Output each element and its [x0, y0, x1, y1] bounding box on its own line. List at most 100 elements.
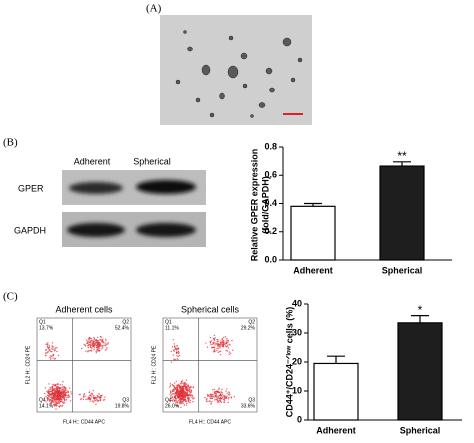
event-dot: [95, 403, 97, 406]
event-dot: [49, 398, 52, 401]
blot-row: GPER: [18, 183, 44, 193]
event-dot: [187, 386, 190, 388]
event-dot: [52, 346, 55, 348]
event-dot: [51, 387, 54, 389]
event-dot: [55, 408, 57, 410]
event-dot: [67, 394, 70, 397]
event-dot: [182, 385, 185, 387]
quadrant-percent: 26.0%: [165, 403, 180, 409]
event-dot: [48, 400, 51, 402]
event-dot: [174, 392, 177, 394]
event-dot: [98, 350, 100, 352]
quadrant-name: Q1: [39, 319, 46, 325]
event-dot: [185, 392, 188, 394]
event-dot: [97, 336, 99, 339]
event-dot: [175, 387, 177, 389]
event-dot: [54, 392, 57, 394]
event-dot: [227, 344, 229, 347]
event-dot: [218, 350, 220, 353]
event-dot: [93, 396, 95, 398]
event-dot: [183, 384, 185, 386]
event-dot: [90, 392, 92, 395]
event-dot: [56, 350, 58, 353]
event-dot: [172, 389, 174, 392]
event-dot: [216, 395, 218, 397]
event-dot: [46, 345, 49, 348]
event-dot: [84, 395, 86, 397]
event-dot: [57, 391, 60, 393]
event-dot: [61, 386, 63, 389]
event-dot: [184, 386, 187, 389]
event-dot: [55, 404, 57, 406]
event-dot: [65, 392, 67, 394]
event-dot: [183, 394, 185, 396]
event-dot: [82, 394, 85, 396]
event-dot: [185, 388, 188, 390]
event-dot: [96, 346, 99, 348]
event-dot: [214, 350, 216, 353]
event-dot: [215, 394, 217, 396]
event-dot: [178, 385, 181, 387]
event-dot: [52, 397, 54, 399]
event-dot: [50, 357, 52, 359]
event-dot: [178, 390, 181, 393]
event-dot: [58, 389, 61, 392]
event-dot: [177, 389, 180, 391]
event-dot: [54, 388, 56, 390]
flow-xlabel: FL4 H:: CD44 APC: [189, 419, 231, 425]
event-dot: [173, 390, 175, 392]
event-dot: [106, 348, 108, 350]
event-dot: [50, 401, 52, 404]
event-dot: [172, 349, 175, 352]
y-axis-label: Relative GPER expression: [249, 149, 259, 262]
event-dot: [226, 388, 228, 390]
event-dot: [93, 342, 96, 345]
event-dot: [215, 390, 217, 393]
event-dot: [63, 394, 65, 396]
event-dot: [48, 344, 50, 347]
event-dot: [188, 401, 190, 403]
event-dot: [48, 383, 50, 385]
event-dot: [178, 401, 181, 404]
event-dot: [189, 386, 191, 389]
event-dot: [81, 347, 83, 350]
event-dot: [48, 349, 51, 351]
y-tick-label: 30: [292, 327, 302, 337]
event-dot: [170, 361, 173, 363]
event-dot: [56, 405, 58, 407]
event-dot: [174, 358, 176, 361]
event-dot: [94, 398, 96, 400]
event-dot: [216, 398, 218, 400]
event-dot: [87, 351, 89, 353]
event-dot: [210, 344, 212, 346]
event-dot: [55, 402, 58, 404]
event-dot: [221, 392, 224, 394]
quadrant-percent: 14.1%: [39, 403, 54, 409]
event-dot: [98, 343, 100, 345]
event-dot: [66, 396, 68, 399]
event-dot: [95, 338, 98, 341]
event-dot: [91, 400, 93, 402]
event-dot: [53, 393, 55, 396]
y-tick-label: 20: [292, 356, 302, 366]
quadrant-name: Q1: [165, 319, 172, 325]
event-dot: [212, 346, 215, 348]
event-dot: [82, 396, 85, 398]
event-dot: [91, 340, 94, 342]
event-dot: [222, 344, 224, 347]
event-dot: [222, 395, 224, 397]
event-dot: [218, 395, 220, 397]
event-dot: [95, 351, 98, 354]
event-dot: [175, 351, 178, 354]
quadrant-percent: 52.4%: [115, 325, 130, 331]
quadrant-name: Q2: [122, 319, 129, 325]
event-dot: [55, 399, 58, 401]
event-dot: [48, 392, 51, 395]
quadrant-name: Q3: [122, 397, 129, 403]
event-dot: [221, 345, 223, 347]
event-dot: [178, 352, 180, 354]
flow-plot: [162, 317, 258, 413]
event-dot: [211, 394, 214, 396]
event-dot: [216, 349, 218, 352]
event-dot: [182, 391, 184, 393]
